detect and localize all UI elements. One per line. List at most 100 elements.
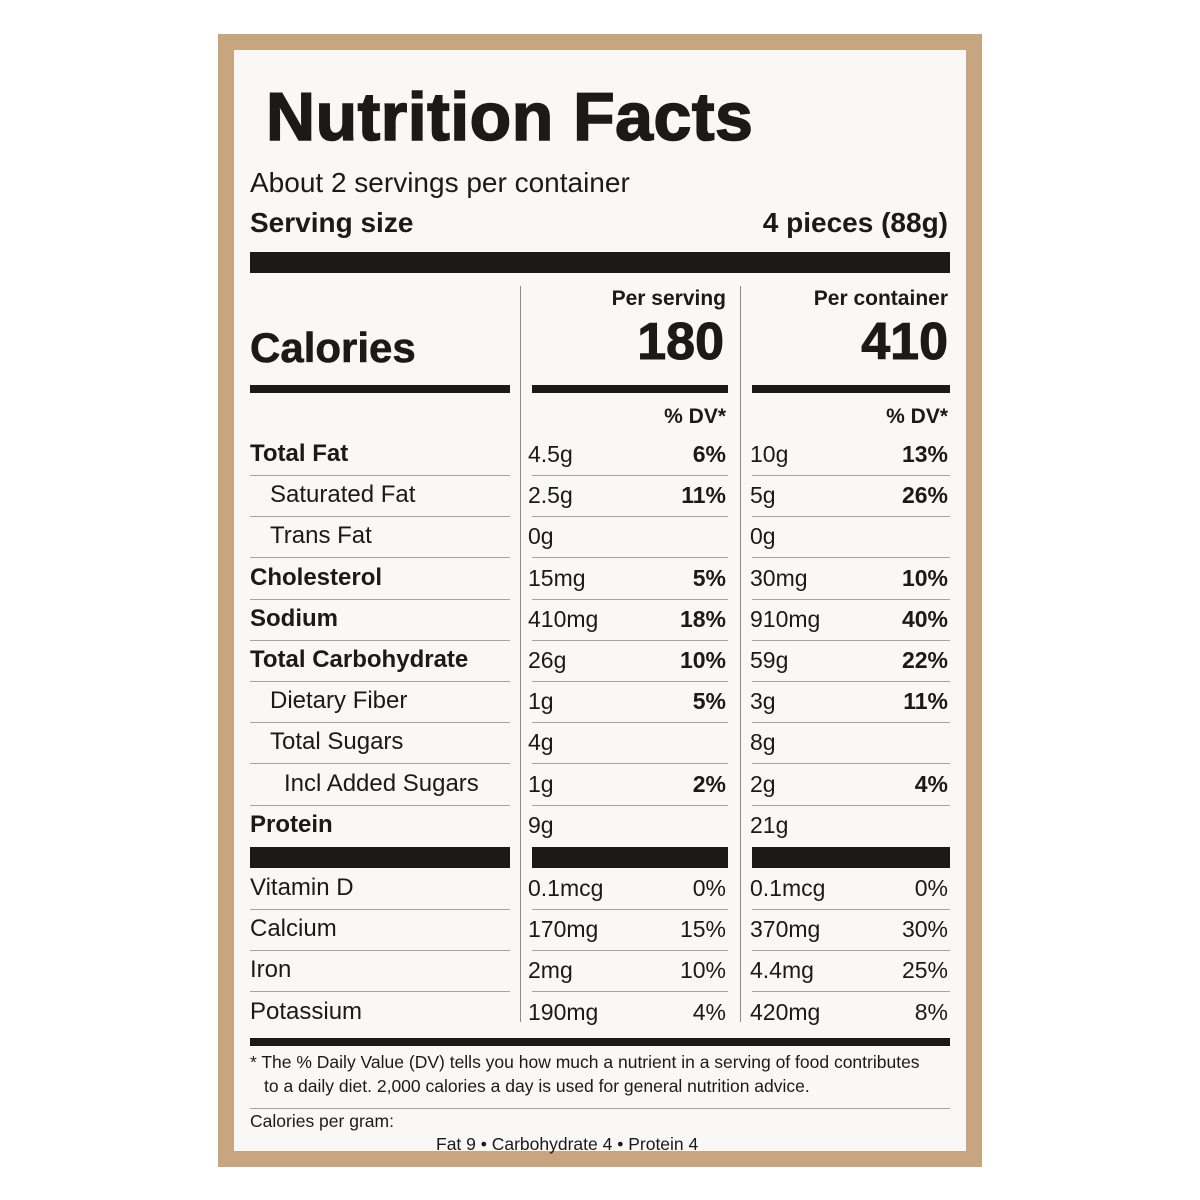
nutrient-name: Total Sugars xyxy=(270,728,404,756)
footnote-line-2: to a daily diet. 2,000 calories a day is… xyxy=(264,1076,810,1096)
nutrient-row-divider xyxy=(532,804,728,806)
vitamin-dv-serving: 0% xyxy=(692,875,726,901)
vitamin-dv-container: 0% xyxy=(914,875,948,901)
nutrient-amount-serving: 15mg xyxy=(528,564,586,591)
nutrient-dv-serving: 11% xyxy=(681,482,726,509)
nutrient-amount-serving: 1g xyxy=(528,770,554,797)
nutrient-row-divider xyxy=(250,681,510,682)
nutrient-name: Dietary Fiber xyxy=(270,687,408,715)
vitamin-amount-container: 370mg xyxy=(750,916,821,943)
nutrient-dv-container: 40% xyxy=(901,605,948,632)
nutrient-row-divider xyxy=(752,804,950,806)
vitamin-amount-serving: 190mg xyxy=(528,998,599,1025)
nutrient-row-divider xyxy=(532,763,728,765)
thick-divider-label xyxy=(250,847,510,868)
nutrient-name: Incl Added Sugars xyxy=(284,769,479,797)
nutrient-name: Trans Fat xyxy=(270,522,372,550)
vitamin-name: Iron xyxy=(250,956,292,984)
nutrient-amount-container: 30mg xyxy=(750,564,808,591)
nutrient-amount-serving: 4.5g xyxy=(528,441,573,467)
vitamin-name: Potassium xyxy=(250,997,363,1025)
calories-per-serving: 180 xyxy=(637,313,725,371)
nutrient-dv-serving: 18% xyxy=(679,605,726,632)
vitamin-row-divider xyxy=(752,909,950,910)
calories-rule-container xyxy=(752,385,950,393)
vitamin-row-divider xyxy=(250,950,510,952)
vitamin-amount-container: 4.4mg xyxy=(750,957,814,984)
nutrient-dv-container: 26% xyxy=(901,482,948,509)
servings-per-container: About 2 servings per container xyxy=(250,167,630,198)
nutrient-amount-serving: 2.5g xyxy=(528,482,573,509)
nutrient-dv-container: 10% xyxy=(901,564,948,591)
nutrient-dv-serving: 5% xyxy=(692,688,726,715)
nutrition-facts-title: Nutrition Facts xyxy=(265,79,754,155)
thick-divider-top xyxy=(250,252,950,273)
footnote-line-1: * The % Daily Value (DV) tells you how m… xyxy=(250,1052,920,1072)
serving-size-label: Serving size xyxy=(250,207,414,238)
nutrient-amount-container: 5g xyxy=(750,482,776,509)
per-serving-header: Per serving xyxy=(611,287,726,310)
vitamin-row-divider xyxy=(532,991,728,993)
calories-per-gram-label: Calories per gram: xyxy=(250,1111,394,1131)
dv-header-container: % DV* xyxy=(886,405,948,428)
nutrient-row-divider xyxy=(752,598,950,600)
vitamin-dv-container: 8% xyxy=(914,998,948,1025)
vitamin-row-divider xyxy=(250,991,510,993)
nutrient-name: Total Fat xyxy=(250,440,349,467)
vitamin-row-divider xyxy=(532,909,728,910)
calories-rule-serving xyxy=(532,385,728,393)
nutrient-row-divider xyxy=(532,722,728,724)
nutrient-dv-serving: 6% xyxy=(692,441,726,467)
nutrient-name: Saturated Fat xyxy=(270,481,416,509)
vitamin-dv-serving: 15% xyxy=(679,916,726,943)
calories-per-gram-values: Fat 9 • Carbohydrate 4 • Protein 4 xyxy=(436,1134,699,1154)
nutrient-name: Cholesterol xyxy=(250,563,383,591)
nutrient-row-divider xyxy=(752,516,950,518)
per-container-header: Per container xyxy=(813,287,948,310)
vitamin-row-divider xyxy=(250,909,510,910)
nutrient-amount-serving: 1g xyxy=(528,688,554,715)
vitamin-amount-serving: 170mg xyxy=(528,916,599,943)
nutrient-row-divider xyxy=(752,763,950,765)
nutrient-row-divider xyxy=(250,516,510,518)
vitamin-amount-serving: 0.1mcg xyxy=(528,875,604,901)
nutrient-row-divider xyxy=(532,681,728,682)
calories-label: Calories xyxy=(250,324,416,371)
nutrient-amount-container: 59g xyxy=(750,647,789,673)
nutrient-dv-container: 22% xyxy=(901,647,948,673)
nutrient-amount-serving: 4g xyxy=(528,729,554,756)
nutrient-name: Protein xyxy=(250,810,333,838)
column-divider-right xyxy=(740,286,741,1022)
nutrient-amount-container: 2g xyxy=(750,770,776,797)
vitamin-dv-serving: 4% xyxy=(692,998,726,1025)
nutrient-amount-container: 21g xyxy=(750,811,789,838)
calories-per-container: 410 xyxy=(861,313,949,371)
vitamin-dv-serving: 10% xyxy=(679,957,726,984)
nutrient-amount-container: 3g xyxy=(750,688,776,715)
divider-before-footnote xyxy=(250,1038,950,1046)
nutrient-dv-container: 4% xyxy=(914,770,948,797)
nutrient-dv-container: 11% xyxy=(903,688,948,715)
nutrient-row-divider xyxy=(250,763,510,765)
nutrient-amount-serving: 9g xyxy=(528,811,554,838)
nutrient-dv-container: 13% xyxy=(901,441,948,467)
nutrient-dv-serving: 2% xyxy=(692,770,726,797)
nutrition-facts-panel: Nutrition Facts About 2 servings per con… xyxy=(234,50,966,1154)
nutrient-amount-serving: 410mg xyxy=(528,605,599,632)
nutrient-amount-container: 10g xyxy=(750,441,789,467)
dv-header-serving: % DV* xyxy=(664,405,726,428)
nutrient-row-divider xyxy=(250,475,510,476)
nutrient-amount-container: 8g xyxy=(750,729,776,756)
nutrient-dv-serving: 5% xyxy=(692,564,726,591)
vitamin-dv-container: 25% xyxy=(901,957,948,984)
nutrient-amount-container: 0g xyxy=(750,523,776,550)
nutrient-row-divider xyxy=(250,598,510,600)
thick-divider-container xyxy=(752,847,950,868)
vitamin-row-divider xyxy=(532,950,728,952)
vitamin-row-divider xyxy=(752,991,950,993)
nutrient-row-divider xyxy=(532,557,728,559)
nutrient-row-divider xyxy=(752,639,950,641)
nutrient-row-divider xyxy=(532,516,728,518)
vitamin-amount-container: 420mg xyxy=(750,998,821,1025)
vitamin-name: Calcium xyxy=(250,915,337,943)
